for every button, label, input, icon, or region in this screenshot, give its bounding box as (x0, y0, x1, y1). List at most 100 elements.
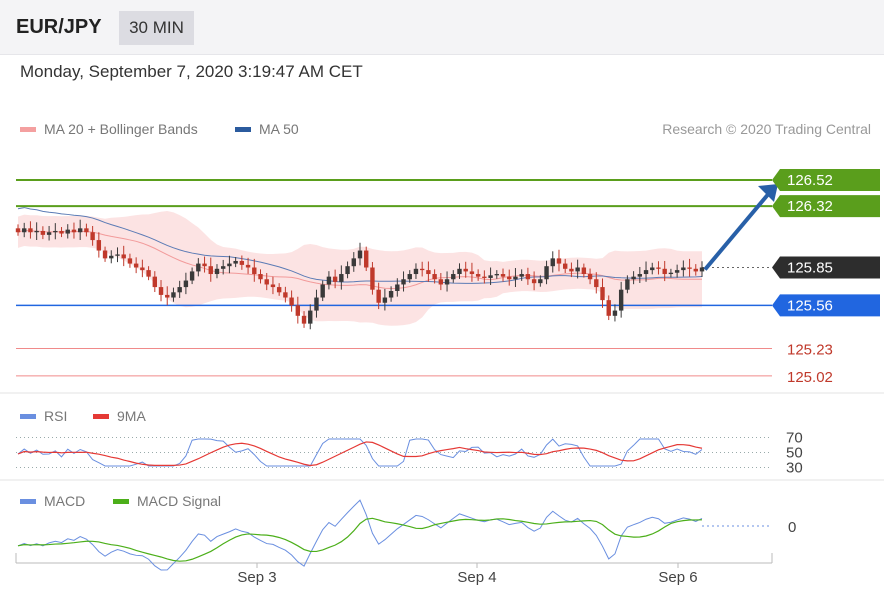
candle-body (289, 297, 294, 306)
candle-body (270, 284, 276, 288)
candle-body (196, 263, 201, 272)
candles-group (15, 219, 705, 330)
candle-body (345, 266, 350, 275)
candle-body (28, 228, 33, 233)
candle-body (699, 267, 705, 272)
candle-body (426, 270, 431, 275)
research-credit: Research © 2020 Trading Central (662, 121, 871, 137)
candle-body (109, 255, 114, 259)
candle-body (687, 267, 692, 269)
candle-body (264, 279, 269, 285)
level-tag-current-label: 125.85 (787, 260, 833, 277)
level-tag-126-32-shape (772, 195, 880, 218)
candle-body (115, 254, 120, 256)
currency-pair-title: EUR/JPY (16, 16, 102, 38)
candle-body (563, 263, 568, 269)
candle-body (189, 271, 195, 281)
candle-body (295, 305, 301, 316)
candle-body (401, 279, 406, 285)
candle-body (214, 268, 220, 275)
candle-body (451, 274, 456, 280)
candle-body (121, 254, 126, 259)
candle-body (662, 268, 667, 275)
candle-body (158, 287, 164, 295)
candle-body (594, 279, 599, 288)
candle-body (600, 287, 605, 301)
candle-body (419, 268, 425, 271)
candle-body (438, 279, 444, 285)
legend-label-macd-signal: MACD Signal (137, 493, 222, 509)
candle-body (587, 274, 593, 280)
candle-body (71, 229, 77, 233)
candle-body (127, 258, 133, 264)
legend-swatch-rsi-ma (93, 413, 109, 419)
candle-body (457, 268, 462, 275)
candle-body (165, 294, 170, 298)
candle-body (538, 279, 543, 284)
candle-body (413, 268, 419, 275)
candle-body (276, 287, 282, 293)
candle-body (525, 274, 531, 280)
candle-body (46, 232, 52, 235)
candle-body (308, 310, 313, 324)
candle-body (339, 274, 344, 282)
candle-body (637, 274, 643, 277)
candle-body (364, 250, 369, 268)
candle-body (22, 228, 27, 233)
candle-body (177, 287, 182, 293)
candle-body (407, 274, 412, 280)
level-label-125-02: 125.02 (787, 369, 833, 386)
candle-body (146, 270, 151, 277)
legend-macd-signal: MACD Signal (113, 493, 221, 509)
candle-body (34, 230, 39, 233)
level-tag-125-56-shape (772, 294, 880, 317)
legend-rsi: RSI (20, 408, 67, 424)
legend-swatch-macd (20, 498, 36, 504)
candle-body (233, 260, 238, 264)
candle-body (494, 274, 499, 276)
rsi-ma-line (17, 441, 703, 467)
level-tag-126-52-shape (772, 169, 880, 192)
candle-body (612, 310, 618, 316)
candle-body (463, 268, 468, 272)
legend-swatch-rsi (20, 413, 36, 419)
candle-body (40, 230, 46, 235)
legend-label-ma-bb: MA 20 + Bollinger Bands (44, 121, 198, 137)
candle-body (171, 292, 176, 298)
candle-body (96, 240, 102, 251)
candle-body (513, 276, 518, 280)
candle-body (668, 272, 674, 275)
candle-body (581, 267, 587, 275)
candle-body (102, 250, 108, 259)
candle-body (376, 289, 381, 303)
candle-body (382, 297, 388, 303)
candle-body (631, 276, 636, 280)
candle-body (519, 274, 524, 277)
candle-body (53, 230, 58, 233)
candle-body (357, 250, 363, 259)
level-tag-current-shape (772, 256, 880, 279)
legend-macd: MACD (20, 493, 85, 509)
candle-body (326, 276, 332, 285)
candle-body (252, 267, 257, 275)
legend-swatch-ma50 (235, 126, 251, 132)
candle-body (550, 258, 555, 267)
candle-body (432, 274, 437, 280)
candle-body (544, 266, 549, 280)
candle-body (245, 264, 251, 268)
candle-body (575, 267, 580, 272)
candle-body (283, 292, 288, 298)
rsi-tick-70: 70 (786, 430, 803, 447)
candle-body (388, 291, 394, 298)
candle-body (625, 279, 630, 290)
candle-body (488, 275, 493, 278)
legend-label-ma50: MA 50 (259, 121, 299, 137)
timeframe-button[interactable]: 30 MIN (119, 11, 194, 45)
candle-body (475, 274, 481, 277)
level-label-125-23: 125.23 (787, 341, 833, 358)
macd-line (17, 499, 703, 571)
candle-body (531, 279, 537, 284)
candle-body (500, 274, 506, 277)
macd-tick-0: 0 (788, 519, 796, 536)
